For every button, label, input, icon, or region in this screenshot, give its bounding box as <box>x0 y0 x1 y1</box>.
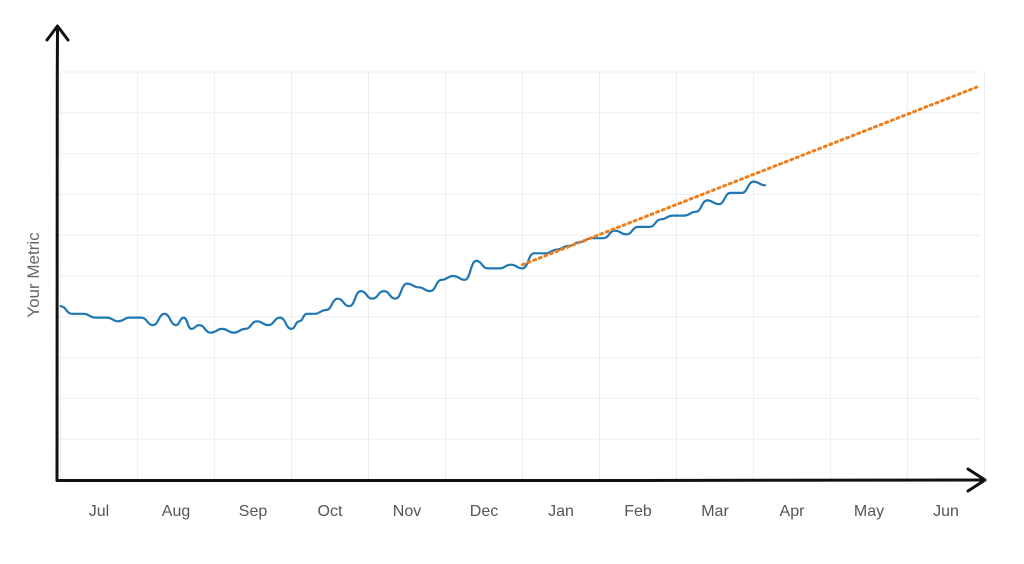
series-trend-line <box>521 85 979 267</box>
x-tick-label: Jan <box>548 503 574 520</box>
x-tick-label: Nov <box>393 503 421 520</box>
x-tick-label: Mar <box>701 503 729 520</box>
y-axis-arrowhead <box>45 24 70 42</box>
x-tick-labels: Jul Aug Sep Oct Nov Dec Jan Feb Mar Apr May Jun <box>89 503 959 520</box>
x-tick-label: Apr <box>780 503 806 520</box>
series <box>59 85 979 334</box>
x-tick-label: Sep <box>239 503 268 520</box>
x-tick-label: Dec <box>470 503 498 520</box>
grid <box>58 71 985 481</box>
x-tick-label: Jul <box>89 503 109 520</box>
y-axis-line <box>55 26 59 482</box>
x-tick-label: May <box>854 503 884 520</box>
axes <box>45 24 987 493</box>
x-tick-label: Jun <box>933 503 959 520</box>
series-actual-line <box>59 180 767 334</box>
x-tick-label: Feb <box>624 503 652 520</box>
x-axis-arrowhead <box>966 467 987 493</box>
x-tick-label: Oct <box>318 503 343 520</box>
y-axis-title: Your Metric <box>24 232 43 318</box>
x-tick-label: Aug <box>162 503 190 520</box>
x-axis-line <box>55 478 986 483</box>
